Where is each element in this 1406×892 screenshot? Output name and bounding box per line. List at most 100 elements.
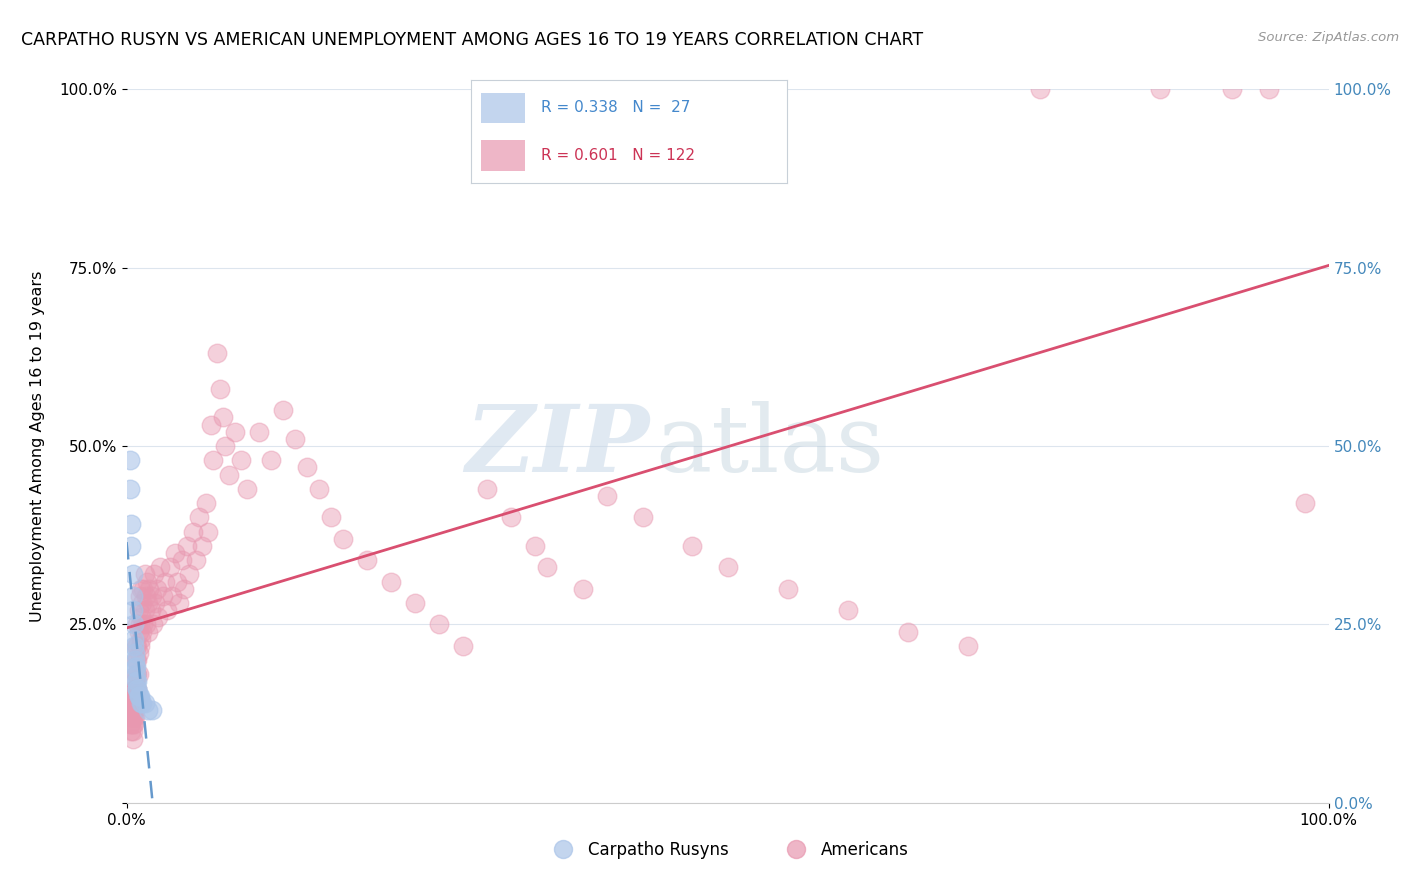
Point	[1149, 82, 1171, 96]
Point	[120, 703, 142, 717]
Point	[124, 703, 146, 717]
Point	[120, 482, 142, 496]
Point	[127, 617, 149, 632]
Point	[897, 624, 920, 639]
Point	[143, 567, 166, 582]
Text: atlas: atlas	[655, 401, 884, 491]
Point	[127, 653, 149, 667]
Point	[536, 560, 558, 574]
Point	[124, 710, 146, 724]
Point	[129, 632, 152, 646]
Point	[501, 510, 523, 524]
Point	[142, 617, 165, 632]
Point	[163, 546, 186, 560]
Bar	[481, 140, 524, 170]
Point	[122, 681, 145, 696]
Point	[218, 467, 240, 482]
Point	[136, 596, 159, 610]
Point	[120, 703, 142, 717]
Point	[122, 696, 145, 710]
Point	[145, 596, 167, 610]
Point	[128, 589, 150, 603]
Point	[145, 582, 167, 596]
Point	[284, 432, 307, 446]
Point	[121, 710, 143, 724]
Point	[121, 717, 143, 731]
Point	[122, 703, 145, 717]
Point	[121, 689, 143, 703]
Point	[224, 425, 246, 439]
Point	[149, 560, 172, 574]
Point	[356, 553, 378, 567]
Point	[181, 524, 204, 539]
Point	[152, 589, 174, 603]
Point	[187, 510, 209, 524]
Point	[214, 439, 236, 453]
Point	[633, 510, 655, 524]
Point	[120, 724, 142, 739]
Point	[120, 710, 142, 724]
Point	[202, 453, 225, 467]
Point	[1294, 496, 1316, 510]
Point	[166, 574, 188, 589]
Text: CARPATHO RUSYN VS AMERICAN UNEMPLOYMENT AMONG AGES 16 TO 19 YEARS CORRELATION CH: CARPATHO RUSYN VS AMERICAN UNEMPLOYMENT …	[21, 31, 924, 49]
Point	[125, 639, 148, 653]
Point	[141, 703, 163, 717]
Point	[681, 539, 703, 553]
Point	[209, 382, 232, 396]
Point	[125, 681, 148, 696]
Point	[128, 617, 150, 632]
Point	[128, 624, 150, 639]
Point	[131, 624, 153, 639]
Point	[121, 724, 143, 739]
Legend: Carpatho Rusyns, Americans: Carpatho Rusyns, Americans	[540, 835, 915, 866]
Point	[129, 696, 152, 710]
Point	[159, 560, 181, 574]
Point	[122, 639, 145, 653]
Point	[211, 410, 233, 425]
Point	[138, 582, 160, 596]
Point	[451, 639, 474, 653]
Point	[125, 667, 148, 681]
Point	[170, 553, 193, 567]
Point	[124, 696, 146, 710]
Point	[132, 617, 155, 632]
Point	[120, 453, 142, 467]
Point	[1222, 82, 1244, 96]
Point	[260, 453, 283, 467]
Point	[120, 717, 142, 731]
Point	[427, 617, 450, 632]
Point	[524, 539, 547, 553]
Text: R = 0.338   N =  27: R = 0.338 N = 27	[541, 101, 690, 115]
Y-axis label: Unemployment Among Ages 16 to 19 years: Unemployment Among Ages 16 to 19 years	[30, 270, 45, 622]
Point	[124, 681, 146, 696]
Point	[596, 489, 619, 503]
Point	[127, 674, 149, 689]
Point	[129, 610, 152, 624]
Point	[125, 667, 148, 681]
Point	[194, 496, 217, 510]
Point	[122, 617, 145, 632]
Text: R = 0.601   N = 122: R = 0.601 N = 122	[541, 148, 695, 162]
Point	[1029, 82, 1052, 96]
Point	[136, 574, 159, 589]
Point	[124, 646, 146, 660]
Point	[131, 596, 153, 610]
Point	[120, 717, 142, 731]
Point	[129, 582, 152, 596]
Point	[128, 646, 150, 660]
Point	[572, 582, 595, 596]
Point	[205, 346, 228, 360]
Point	[120, 696, 142, 710]
Point	[122, 717, 145, 731]
Point	[124, 689, 146, 703]
Point	[128, 639, 150, 653]
Point	[127, 667, 149, 681]
Point	[135, 617, 157, 632]
Point	[121, 731, 143, 746]
Point	[121, 567, 143, 582]
Point	[127, 681, 149, 696]
Point	[128, 689, 150, 703]
Point	[956, 639, 979, 653]
Point	[121, 589, 143, 603]
